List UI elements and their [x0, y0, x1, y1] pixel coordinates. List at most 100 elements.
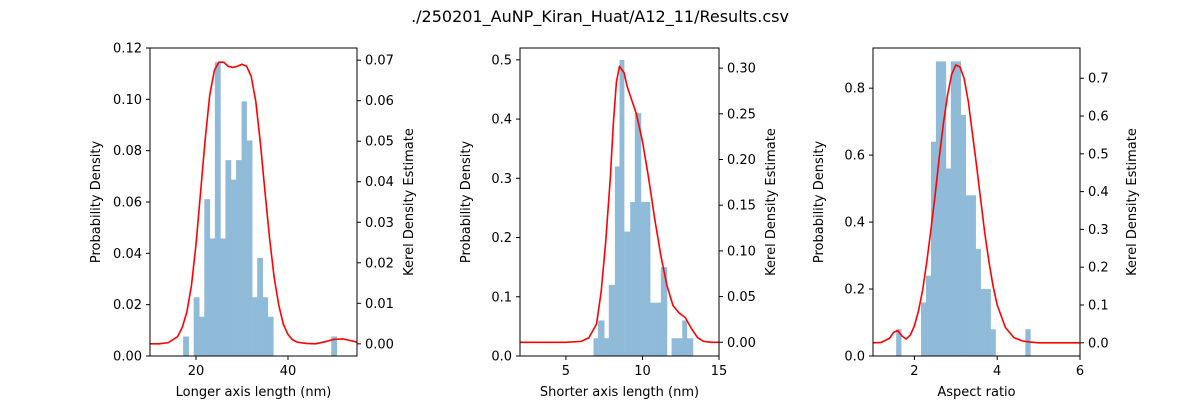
histogram-bar	[950, 61, 957, 356]
histogram-bar	[331, 336, 338, 356]
y2-tick-label: 0.01	[365, 297, 394, 312]
y-tick-label: 0.5	[491, 53, 512, 68]
histogram-bar	[980, 289, 986, 356]
y2-tick-label: 0.02	[365, 256, 394, 271]
histogram-bar	[970, 195, 976, 356]
kde-curve	[150, 61, 357, 345]
histogram-bar	[634, 113, 642, 356]
histogram-bar	[960, 114, 967, 356]
x-axis-label: Longer axis length (nm)	[176, 385, 332, 400]
histogram-bar	[225, 160, 232, 356]
histogram-bar	[204, 199, 211, 356]
histogram-bar	[608, 284, 616, 356]
y2-tick-label: 0.00	[727, 336, 756, 351]
y2-tick-label: 0.07	[365, 54, 394, 69]
y-tick-label: 0.4	[844, 216, 865, 231]
histogram-bar	[267, 316, 274, 356]
y-tick-label: 0.3	[491, 172, 512, 187]
histogram-bar	[896, 329, 902, 356]
y2-tick-label: 0.5	[1088, 147, 1109, 162]
y-tick-label: 0.2	[844, 283, 865, 298]
histogram-bar	[1025, 329, 1031, 356]
kde-curve	[520, 65, 719, 344]
y-tick-label: 0.04	[113, 247, 142, 262]
histogram-bar	[252, 297, 258, 356]
x-tick-label: 40	[280, 364, 297, 379]
histogram-bar	[209, 238, 216, 356]
y2-tick-label: 0.1	[1088, 298, 1109, 313]
axes-frame	[519, 47, 720, 357]
histogram-bar	[220, 238, 226, 356]
y2-axis-label: Kerel Density Estimate	[1125, 128, 1140, 276]
y2-tick-label: 0.00	[365, 337, 394, 352]
y-axis-label: Probability Density	[812, 141, 827, 264]
histogram-bar	[241, 101, 247, 356]
histogram-bar	[990, 329, 996, 356]
histogram-bar	[660, 267, 668, 356]
y-axis-label: Probability Density	[459, 141, 474, 264]
histogram-bars	[896, 61, 1031, 356]
histogram-bar	[230, 179, 237, 356]
y2-tick-label: 0.4	[1088, 185, 1109, 200]
histogram-bar	[930, 141, 937, 356]
y2-tick-label: 0.20	[727, 153, 756, 168]
histogram-bar	[246, 140, 253, 356]
x-tick-label: 20	[188, 364, 205, 379]
histogram-bar	[940, 61, 947, 356]
y2-tick-label: 0.2	[1088, 261, 1109, 276]
histogram-bar	[624, 231, 631, 356]
y2-tick-label: 0.15	[727, 199, 756, 214]
histogram-bar	[640, 202, 646, 356]
x-axis-label: Shorter axis length (nm)	[540, 385, 699, 400]
histogram-bar	[975, 248, 981, 356]
x-tick-label: 5	[562, 364, 570, 379]
y2-tick-label: 0.05	[365, 135, 394, 150]
histogram-bar	[676, 338, 683, 356]
y-tick-label: 0.02	[113, 298, 142, 313]
histogram-bar	[193, 297, 200, 356]
histogram-bar	[630, 202, 636, 356]
histogram-bar	[593, 338, 599, 356]
histogram-bar	[257, 257, 263, 356]
histogram-bar	[199, 316, 205, 356]
histogram-bar	[686, 338, 694, 356]
y-tick-label: 0.00	[113, 350, 142, 365]
y-tick-label: 0.2	[491, 231, 512, 246]
subplot-2: 5 10 15 0.0 0.1 0.2 0.3 0.4 0.5 0.00 0.05 0.10 0.15 0…	[459, 47, 779, 400]
histogram-bar	[619, 59, 625, 356]
x-axis-label: Aspect ratio	[937, 385, 1015, 400]
histogram-bar	[945, 168, 952, 356]
histogram-bar	[614, 166, 620, 356]
y-tick-label: 0.4	[491, 113, 512, 128]
histogram-bar	[925, 275, 932, 356]
y2-axis-label: Kerel Density Estimate	[402, 128, 417, 276]
x-tick-label: 10	[634, 364, 651, 379]
y2-tick-label: 0.7	[1088, 72, 1109, 87]
y2-tick-label: 0.03	[365, 216, 394, 231]
y2-tick-label: 0.06	[365, 94, 394, 109]
histogram-bar	[214, 62, 221, 356]
subplot-1: 20 40 0.00 0.02 0.04 0.06 0.08 0.10 0.12 0.00 0.01…	[89, 42, 417, 400]
histogram-bar	[650, 302, 657, 356]
y-tick-label: 0.6	[844, 149, 865, 164]
histogram-bar	[921, 302, 927, 356]
histogram-bar	[935, 61, 942, 356]
histogram-bar	[985, 289, 991, 356]
histogram-bars	[593, 59, 694, 356]
y-tick-label: 0.06	[113, 196, 142, 211]
subplots: 20 400.000.020.040.060.080.100.120.000.01…	[89, 42, 1140, 400]
y2-tick-label: 0.6	[1088, 110, 1109, 125]
histogram-bar	[236, 160, 242, 356]
kde-curve	[873, 64, 1080, 344]
y2-tick-label: 0.30	[727, 62, 756, 77]
y-tick-label: 0.0	[491, 350, 512, 365]
histogram-bars	[183, 62, 338, 356]
figure-title: ./250201_AuNP_Kiran_Huat/A12_11/Results.…	[411, 7, 789, 27]
y-tick-label: 0.10	[113, 93, 142, 108]
x-tick-label: 2	[910, 364, 918, 379]
y2-tick-label: 0.0	[1088, 336, 1109, 351]
histogram-bar	[965, 195, 972, 356]
y2-tick-label: 0.10	[727, 244, 756, 259]
histogram-bar	[645, 202, 651, 356]
